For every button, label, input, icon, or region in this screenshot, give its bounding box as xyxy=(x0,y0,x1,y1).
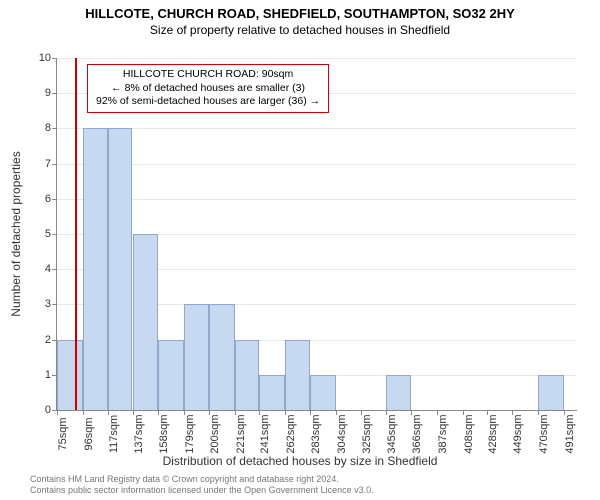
histogram-bar xyxy=(310,375,336,410)
x-tick-label: 137sqm xyxy=(133,414,145,453)
info-box: HILLCOTE CHURCH ROAD: 90sqm ← 8% of deta… xyxy=(87,64,329,113)
chart-title: HILLCOTE, CHURCH ROAD, SHEDFIELD, SOUTHA… xyxy=(0,0,600,21)
y-tick-label: 3 xyxy=(45,298,57,310)
x-tick-label: 408sqm xyxy=(463,414,475,453)
x-tick-label: 241sqm xyxy=(259,414,271,453)
x-tick-label: 158sqm xyxy=(158,414,170,453)
x-tick-label: 325sqm xyxy=(361,414,373,453)
histogram-bar xyxy=(108,128,132,410)
plot-area: 01234567891075sqm96sqm117sqm137sqm158sqm… xyxy=(56,58,577,411)
x-tick-label: 262sqm xyxy=(285,414,297,453)
chart-container: HILLCOTE, CHURCH ROAD, SHEDFIELD, SOUTHA… xyxy=(0,0,600,500)
grid-line xyxy=(57,199,577,200)
histogram-bar xyxy=(57,340,83,410)
x-tick-label: 96sqm xyxy=(83,417,95,450)
histogram-bar xyxy=(158,340,184,410)
x-tick-label: 428sqm xyxy=(487,414,499,453)
y-tick-label: 4 xyxy=(45,263,57,275)
info-box-line1: HILLCOTE CHURCH ROAD: 90sqm xyxy=(96,68,320,82)
histogram-bar xyxy=(386,375,412,410)
x-tick-label: 470sqm xyxy=(538,414,550,453)
x-tick-mark xyxy=(83,410,84,415)
y-tick-label: 10 xyxy=(39,52,57,64)
y-tick-label: 2 xyxy=(45,334,57,346)
y-tick-label: 8 xyxy=(45,122,57,134)
histogram-bar xyxy=(235,340,259,410)
grid-line xyxy=(57,164,577,165)
histogram-bar xyxy=(538,375,564,410)
x-tick-label: 449sqm xyxy=(512,414,524,453)
x-axis-label: Distribution of detached houses by size … xyxy=(0,454,600,468)
x-tick-label: 179sqm xyxy=(184,414,196,453)
x-tick-label: 221sqm xyxy=(235,414,247,453)
x-tick-label: 75sqm xyxy=(57,417,69,450)
y-tick-label: 0 xyxy=(45,404,57,416)
y-tick-label: 1 xyxy=(45,369,57,381)
y-tick-label: 7 xyxy=(45,158,57,170)
histogram-bar xyxy=(259,375,285,410)
y-tick-label: 6 xyxy=(45,193,57,205)
x-tick-label: 345sqm xyxy=(386,414,398,453)
info-box-line2: ← 8% of detached houses are smaller (3) xyxy=(96,82,320,96)
x-tick-label: 491sqm xyxy=(564,414,576,453)
info-box-line3: 92% of semi-detached houses are larger (… xyxy=(96,95,320,109)
x-tick-label: 200sqm xyxy=(209,414,221,453)
y-tick-label: 9 xyxy=(45,87,57,99)
x-tick-mark xyxy=(57,410,58,415)
y-axis-label: Number of detached properties xyxy=(9,151,23,316)
histogram-bar xyxy=(133,234,159,410)
x-tick-label: 283sqm xyxy=(310,414,322,453)
x-tick-label: 387sqm xyxy=(437,414,449,453)
footer: Contains HM Land Registry data © Crown c… xyxy=(30,474,374,496)
x-tick-label: 366sqm xyxy=(411,414,423,453)
histogram-bar xyxy=(184,304,210,410)
y-tick-label: 5 xyxy=(45,228,57,240)
footer-line1: Contains HM Land Registry data © Crown c… xyxy=(30,474,374,485)
histogram-bar xyxy=(83,128,109,410)
footer-line2: Contains public sector information licen… xyxy=(30,485,374,496)
marker-line xyxy=(75,58,77,410)
grid-line xyxy=(57,128,577,129)
x-tick-label: 304sqm xyxy=(336,414,348,453)
chart-subtitle: Size of property relative to detached ho… xyxy=(0,21,600,37)
grid-line xyxy=(57,58,577,59)
histogram-bar xyxy=(209,304,235,410)
histogram-bar xyxy=(285,340,311,410)
x-tick-label: 117sqm xyxy=(108,415,120,453)
